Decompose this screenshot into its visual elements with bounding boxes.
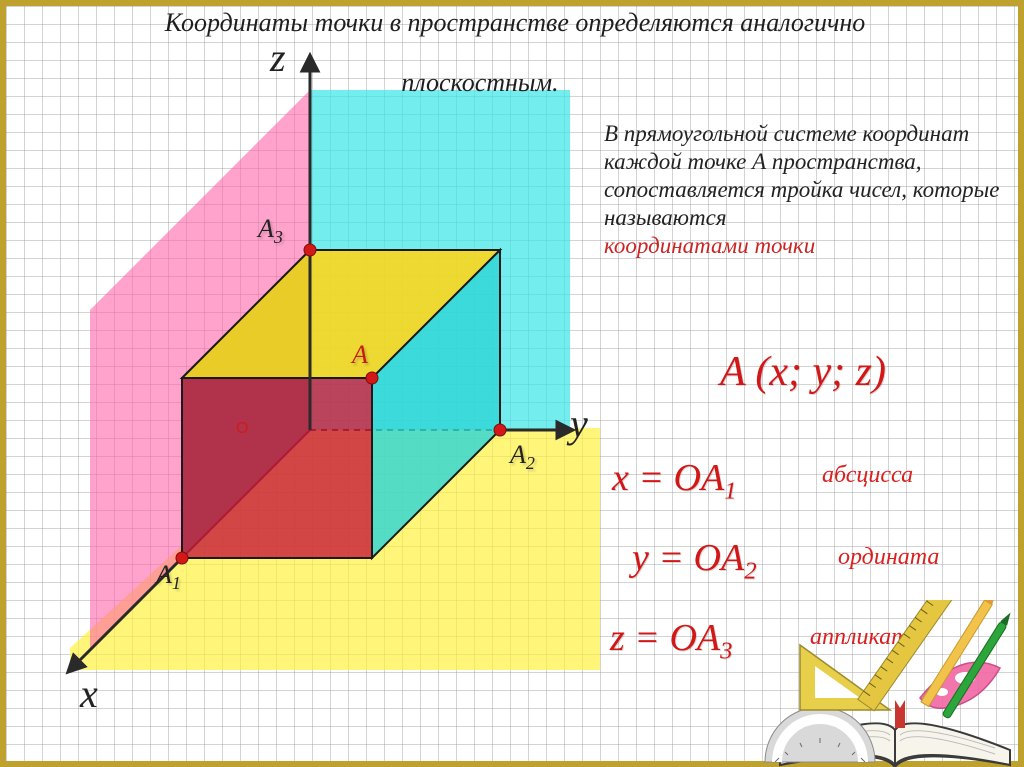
label-a: A — [352, 340, 368, 370]
y-axis-label: y — [570, 400, 588, 447]
z-axis-label: z — [270, 34, 286, 81]
point-a — [366, 372, 378, 384]
paragraph: В прямоугольной системе координат каждой… — [604, 120, 1004, 260]
term-abscissa: абсцисса — [822, 462, 913, 489]
highlight-term: координатами точки — [604, 233, 815, 258]
point-formula: A (x; y; z) — [720, 348, 886, 396]
title-line-2: плоскостным. — [300, 68, 660, 98]
stationery-clipart — [760, 600, 1024, 767]
x-axis-label: x — [80, 670, 98, 717]
label-a3: A3 — [258, 214, 283, 248]
formula-y: y = OA2 — [632, 536, 757, 586]
term-ordinate: ордината — [838, 544, 939, 571]
formula-z: z = OA3 — [610, 616, 732, 666]
point-a2 — [494, 424, 506, 436]
coordinate-diagram — [10, 30, 630, 720]
label-a2: A2 — [510, 440, 535, 474]
formula-x: x = OA1 — [612, 456, 737, 506]
border-top — [0, 0, 1024, 6]
label-a1: A1 — [156, 560, 181, 594]
border-left — [0, 0, 6, 767]
origin-label: O — [236, 420, 248, 438]
title-line-1: Координаты точки в пространстве определя… — [100, 8, 930, 38]
box-front-face — [182, 378, 372, 558]
protractor-icon — [765, 707, 875, 762]
point-a3 — [304, 244, 316, 256]
